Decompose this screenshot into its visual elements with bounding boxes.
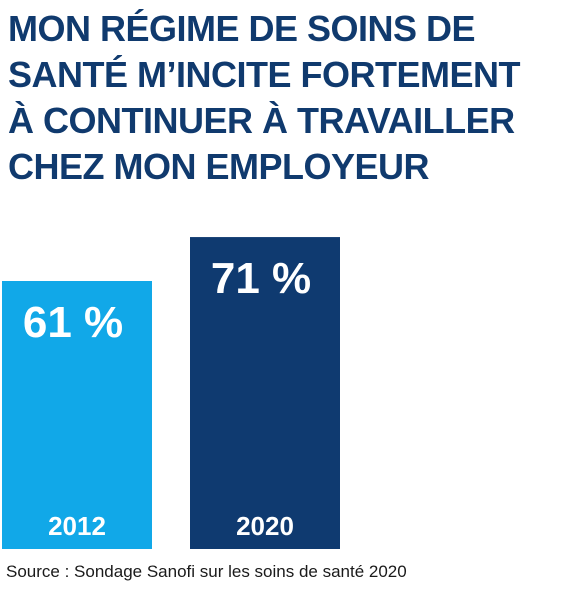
bar-2012: [2, 281, 152, 549]
category-label-2020: 2020: [236, 511, 294, 541]
bar-2020: [190, 237, 340, 550]
chart-title-line: SANTÉ M’INCITE FORTEMENT: [8, 54, 521, 95]
data-label-2020: 71 %: [211, 254, 311, 303]
source-note: Source : Sondage Sanofi sur les soins de…: [6, 562, 407, 581]
data-label-2012: 61 %: [23, 298, 123, 347]
category-label-2012: 2012: [48, 511, 106, 541]
chart-title-line: À CONTINUER À TRAVAILLER: [8, 100, 515, 141]
chart-title: MON RÉGIME DE SOINS DE SANTÉ M’INCITE FO…: [8, 6, 564, 190]
chart-title-line: MON RÉGIME DE SOINS DE: [8, 8, 476, 49]
chart-title-line: CHEZ MON EMPLOYEUR: [8, 146, 430, 187]
